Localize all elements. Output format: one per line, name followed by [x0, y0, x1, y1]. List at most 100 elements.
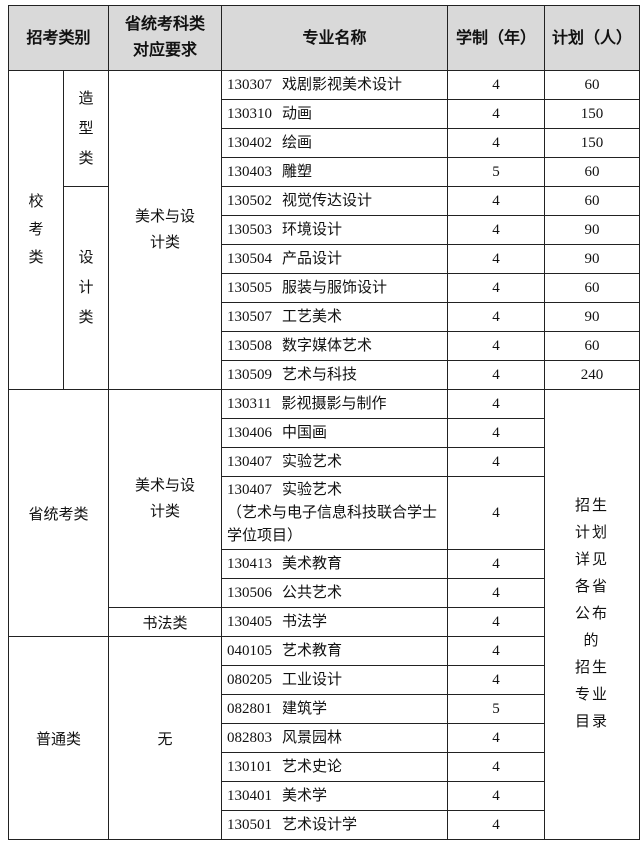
major-code: 130413 — [227, 555, 273, 572]
table-row: 130504 产品设计 4 90 — [9, 244, 641, 274]
major-code: 082801 — [227, 700, 273, 717]
major-code: 130502 — [227, 192, 273, 209]
table-row: 130501 艺术设计学 4 — [9, 810, 640, 840]
plan-cell: 90 — [544, 215, 641, 245]
years-cell: 4 — [447, 607, 546, 637]
table-row: 130503 环境设计 4 90 — [9, 215, 641, 245]
table-row: 书法类 130405 书法学 4 — [9, 607, 640, 637]
major-code: 130407 — [227, 453, 273, 470]
plan-note-line: 各省 — [575, 579, 610, 595]
major-name: 130507 工艺美术 — [221, 302, 449, 332]
major-name: 130407 实验艺术 （艺术与电子信息科技联合学士学位项目） — [221, 476, 449, 550]
plan-cell: 60 — [544, 273, 641, 303]
table-row: 130403 雕塑 5 60 — [9, 157, 641, 187]
major-title: 影视摄影与制作 — [281, 395, 387, 412]
table-row: 130310 动画 4 150 — [9, 99, 641, 129]
major-title: 工艺美术 — [282, 308, 343, 325]
table-row: 130413 美术教育 4 — [9, 549, 640, 579]
table-row: 082803 风景园林 4 — [9, 723, 640, 753]
major-code: 130101 — [227, 758, 273, 775]
major-code: 130505 — [227, 279, 273, 296]
years-cell: 4 — [447, 70, 546, 100]
plan-cell: 240 — [544, 360, 641, 390]
years-cell: 4 — [447, 302, 546, 332]
plan-note-cell: 招生 计划 详见 各省 公布的招生 专业 目录 — [544, 389, 641, 840]
major-title: 美术教育 — [282, 555, 343, 572]
plan-note-line: 招生 — [575, 498, 610, 514]
major-title: 服装与服饰设计 — [282, 279, 388, 296]
major-title: 环境设计 — [282, 221, 343, 238]
years-cell: 4 — [447, 723, 546, 753]
table-row: 130407 实验艺术 （艺术与电子信息科技联合学士学位项目） 4 — [9, 476, 640, 550]
major-title: 数字媒体艺术 — [282, 337, 373, 354]
major-name: 130508 数字媒体艺术 — [221, 331, 449, 361]
major-name: 130407 实验艺术 — [221, 447, 449, 477]
table-row: 130402 绘画 4 150 — [9, 128, 641, 158]
major-code: 130403 — [227, 163, 273, 180]
major-title: 建筑学 — [282, 700, 328, 717]
group-school-exam: 校考类 — [8, 70, 64, 390]
years-cell: 4 — [447, 331, 546, 361]
table-row: 082801 建筑学 5 — [9, 694, 640, 724]
major-title: 绘画 — [282, 134, 313, 151]
years-cell: 4 — [447, 244, 546, 274]
major-code: 130501 — [227, 816, 273, 833]
major-code: 040105 — [227, 642, 273, 659]
group-general: 普通类 — [7, 636, 110, 840]
plan-note-line: 招生 — [575, 660, 610, 676]
major-title: 美术学 — [282, 787, 328, 804]
major-title: 艺术史论 — [282, 758, 343, 775]
major-title: 实验艺术 （艺术与电子信息科技联合学士学位项目） — [227, 481, 438, 544]
years-cell: 4 — [447, 665, 546, 695]
major-code: 130509 — [227, 366, 273, 383]
major-title: 中国画 — [282, 424, 328, 441]
major-name: 130402 绘画 — [221, 128, 449, 158]
subgroup-modeling: 造型类 — [62, 70, 110, 187]
table-row: 130509 艺术与科技 4 240 — [9, 360, 641, 390]
years-cell: 5 — [447, 157, 546, 187]
major-title: 风景园林 — [282, 729, 343, 746]
major-name: 130503 环境设计 — [221, 215, 449, 245]
plan-note-line: 目录 — [575, 714, 610, 730]
table-row: 130407 实验艺术 4 — [9, 447, 640, 477]
header-category: 招考类别 — [7, 5, 110, 71]
enrollment-plan-table: 招考类别 省统考科类对应要求 专业名称 学制（年） 计划（人） 校考类 造型类 美术… — [7, 5, 641, 840]
plan-cell: 60 — [544, 157, 641, 187]
requirement-art-design: 美术与设计类 — [108, 70, 223, 390]
header-major: 专业名称 — [221, 5, 449, 71]
major-title: 戏剧影视美术设计 — [282, 76, 403, 93]
major-code: 130402 — [227, 134, 273, 151]
major-code: 130507 — [227, 308, 273, 325]
years-cell: 4 — [447, 360, 546, 390]
years-cell: 4 — [447, 447, 546, 477]
plan-note-line: 公布 — [575, 606, 610, 622]
major-name: 130403 雕塑 — [221, 157, 449, 187]
major-name: 130413 美术教育 — [221, 549, 449, 579]
requirement-art-design: 美术与设计类 — [108, 389, 223, 608]
major-name: 130509 艺术与科技 — [221, 360, 449, 390]
major-name: 130506 公共艺术 — [221, 578, 449, 608]
major-name: 130405 书法学 — [221, 607, 449, 637]
years-cell: 4 — [447, 578, 546, 608]
major-name: 130401 美术学 — [221, 781, 449, 811]
plan-note-line: 计划 — [575, 525, 610, 541]
major-title: 工业设计 — [282, 671, 343, 688]
major-name: 130505 服装与服饰设计 — [221, 273, 449, 303]
major-name: 130501 艺术设计学 — [221, 810, 449, 840]
plan-cell: 150 — [544, 128, 641, 158]
plan-note-line: 详见 — [575, 552, 610, 568]
major-title: 动画 — [282, 105, 313, 122]
header-plan: 计划（人） — [544, 5, 641, 71]
major-name: 082803 风景园林 — [221, 723, 449, 753]
major-code: 130407 — [227, 481, 273, 498]
major-code: 130504 — [227, 250, 273, 267]
major-title: 艺术与科技 — [282, 366, 358, 383]
major-name: 130310 动画 — [221, 99, 449, 129]
header-years: 学制（年） — [447, 5, 546, 71]
plan-cell: 60 — [544, 331, 641, 361]
table-row: 130506 公共艺术 4 — [9, 578, 640, 608]
years-cell: 4 — [447, 186, 546, 216]
plan-cell: 60 — [544, 186, 641, 216]
table-row: 省统考类 美术与设计类 130311 影视摄影与制作 4 招生 计划 详见 各省 公布的招生 专业目… — [7, 389, 641, 840]
major-code: 080205 — [227, 671, 273, 688]
